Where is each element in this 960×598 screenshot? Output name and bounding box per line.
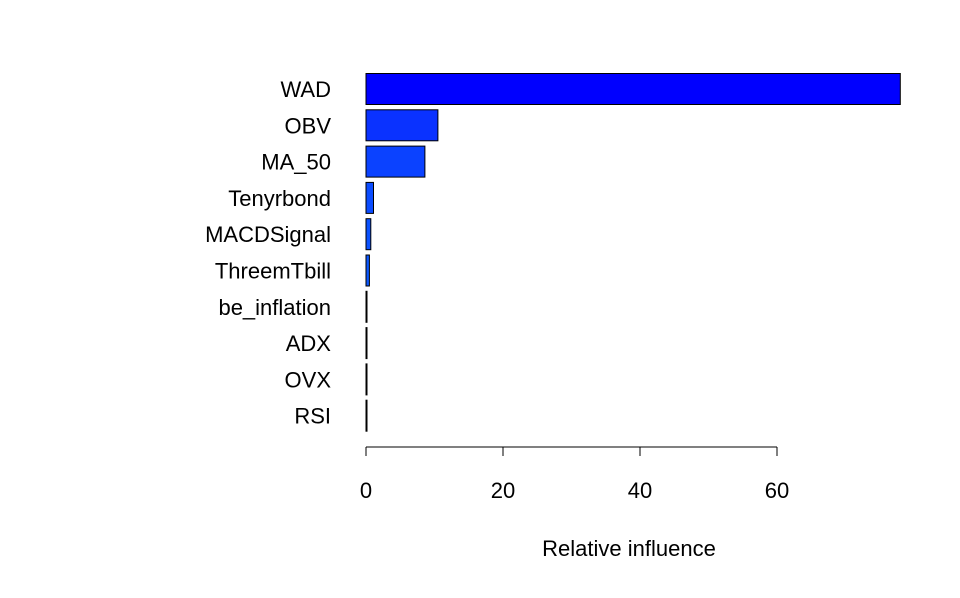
- bar-ma-50: [365, 145, 426, 178]
- x-axis-label: Relative influence: [542, 536, 716, 561]
- x-tick-label: 60: [765, 478, 789, 503]
- category-label: MACDSignal: [205, 222, 331, 247]
- bar-obv: [365, 109, 439, 142]
- x-tick-label: 40: [628, 478, 652, 503]
- bar-macdsignal: [365, 218, 372, 251]
- bars-group: [365, 73, 901, 432]
- category-label: ThreemTbill: [215, 259, 331, 284]
- x-tick-label: 0: [360, 478, 372, 503]
- category-label: RSI: [294, 404, 331, 429]
- category-label: OBV: [285, 113, 332, 138]
- category-label: OVX: [285, 367, 332, 392]
- x-tick-label: 20: [491, 478, 515, 503]
- category-label: MA_50: [261, 150, 331, 175]
- bar-wad: [365, 73, 901, 105]
- category-label: WAD: [280, 77, 331, 102]
- bar-adx: [365, 327, 368, 360]
- category-label: ADX: [286, 331, 332, 356]
- bar-be-inflation: [365, 290, 368, 323]
- category-labels-group: WAD OBV MA_50 Tenyrbond MACDSignal ThreemTbil…: [205, 77, 331, 429]
- category-label: be_inflation: [218, 295, 331, 320]
- bar-ovx: [365, 363, 368, 396]
- bar-tenyrbond: [365, 181, 374, 214]
- bar-threemtbill: [365, 254, 370, 287]
- x-axis: 0 20 40 60: [360, 446, 789, 503]
- bar-rsi: [365, 399, 368, 432]
- category-label: Tenyrbond: [228, 186, 331, 211]
